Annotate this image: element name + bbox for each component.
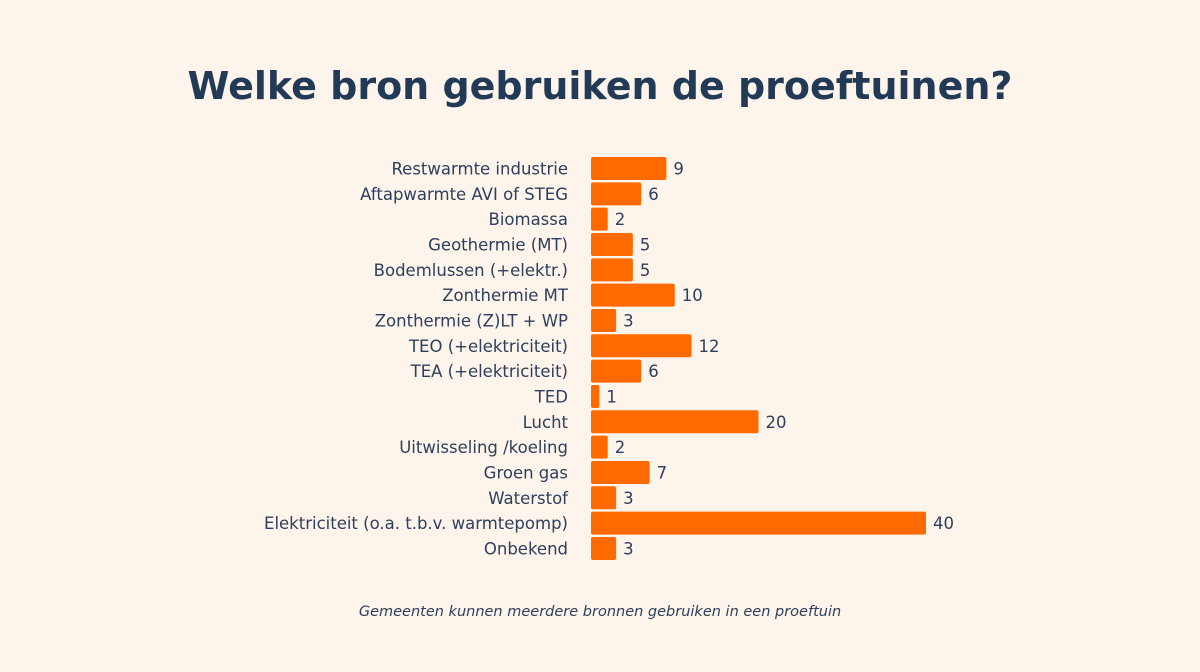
bar [591,486,617,510]
value-label: 6 [648,362,659,381]
category-label: TED [534,387,568,406]
bar [591,334,692,358]
category-label: Zonthermie (Z)LT + WP [375,311,568,330]
bar [591,258,633,282]
bar [591,283,675,307]
value-label: 10 [682,286,703,305]
bar [591,536,617,560]
bar [591,359,642,383]
category-label: Uitwisseling /koeling [399,438,568,457]
category-label: Biomassa [489,210,569,229]
value-label: 12 [699,337,720,356]
category-label: Onbekend [484,539,568,558]
bar [591,308,617,332]
value-label: 5 [640,261,651,280]
value-label: 2 [615,438,626,457]
category-label: Groen gas [484,463,568,482]
bar [591,435,608,459]
category-label: Geothermie (MT) [428,235,568,254]
bar [591,410,759,434]
category-label: Lucht [523,413,569,432]
category-label: Zonthermie MT [442,286,569,305]
value-label: 5 [640,235,651,254]
value-label: 7 [657,463,668,482]
category-label: Bodemlussen (+elektr.) [374,261,568,280]
bar [591,511,926,535]
category-label: Aftapwarmte AVI of STEG [360,185,568,204]
value-label: 3 [623,489,634,508]
value-label: 3 [623,311,634,330]
value-label: 3 [623,539,634,558]
bar [591,460,650,484]
value-label: 20 [766,413,787,432]
value-label: 40 [933,514,954,533]
value-label: 1 [606,387,617,406]
chart-footnote: Gemeenten kunnen meerdere bronnen gebrui… [358,604,842,620]
bar [591,157,667,180]
value-label: 9 [673,160,684,179]
value-label: 6 [648,185,659,204]
bar [591,232,633,256]
bar [591,182,642,206]
category-label: Restwarmte industrie [391,160,568,179]
category-label: Elektriciteit (o.a. t.b.v. warmtepomp) [264,514,568,533]
category-label: TEO (+elektriciteit) [408,337,568,356]
bar [591,384,600,408]
category-label: TEA (+elektriciteit) [410,362,568,381]
value-label: 2 [615,210,626,229]
chart-title: Welke bron gebruiken de proeftuinen? [187,64,1013,108]
bar [591,207,608,231]
category-label: Waterstof [488,489,569,508]
